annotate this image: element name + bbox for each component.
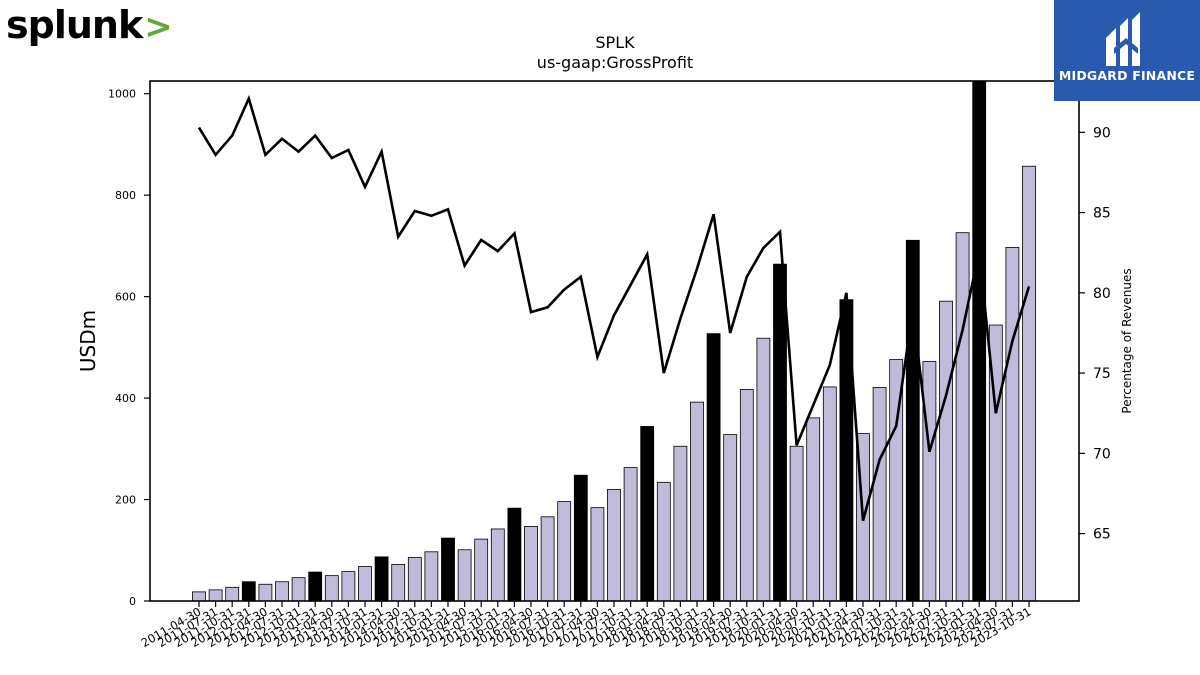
y2-tick-label: 80 <box>1093 286 1111 302</box>
bar-2015-10-31 <box>490 528 505 602</box>
bar-2021-07-31 <box>872 387 887 602</box>
bar-2011-07-31 <box>208 589 223 602</box>
chart-subtitle: us-gaap:GrossProfit <box>537 53 693 72</box>
bar-2014-04-30 <box>391 564 406 602</box>
midgard-finance-logo: MIDGARD FINANCE <box>1054 0 1200 101</box>
x-axis: 2011-04-302011-07-312011-10-312012-01-31… <box>139 601 1034 650</box>
bar-2022-04-30 <box>922 361 937 602</box>
bar-2012-07-31 <box>275 581 289 602</box>
bar-2017-01-31 <box>573 474 588 602</box>
bar-2013-04-30 <box>324 575 339 602</box>
splunk-logo-text: splunk <box>6 3 143 47</box>
bar-2016-07-31 <box>540 516 555 602</box>
y-tick-label: 400 <box>115 392 136 405</box>
bar-2019-04-30 <box>723 434 738 602</box>
bar-2017-04-30 <box>590 507 605 602</box>
bar-2019-10-31 <box>756 337 771 602</box>
bar-2018-04-30 <box>656 481 671 602</box>
y-axis-label: USDm <box>76 310 100 372</box>
bar-2013-10-31 <box>358 566 372 602</box>
bar-2022-01-31 <box>905 239 920 602</box>
y2-tick-label: 85 <box>1093 206 1111 222</box>
bar-2014-10-31 <box>424 551 439 602</box>
bar-2020-07-31 <box>806 417 821 602</box>
y-tick-label: 0 <box>129 595 136 608</box>
percentage-line <box>197 94 1031 522</box>
bar-2014-07-31 <box>407 556 422 602</box>
y-tick-label: 200 <box>115 494 136 507</box>
bar-2022-10-31 <box>955 232 970 602</box>
y2-tick-label: 90 <box>1093 125 1111 141</box>
bar-2014-01-31 <box>374 556 389 602</box>
bar-2011-10-31 <box>225 586 240 602</box>
y2-tick-label: 65 <box>1093 527 1111 543</box>
y2-tick-label: 70 <box>1093 446 1111 462</box>
bar-2011-04-30 <box>192 591 206 602</box>
splunk-logo: splunk> <box>6 2 173 50</box>
bar-2012-10-31 <box>291 577 306 602</box>
line-series <box>197 94 1031 522</box>
bar-2012-01-31 <box>241 581 256 602</box>
bar-2017-07-31 <box>607 488 621 602</box>
bar-2013-07-31 <box>341 571 356 602</box>
bar-2019-01-31 <box>706 333 721 602</box>
y-tick-label: 800 <box>115 189 136 202</box>
bar-2015-04-30 <box>457 549 472 602</box>
bar-2020-04-30 <box>789 445 804 602</box>
y-tick-label: 600 <box>115 291 136 304</box>
bar-2017-10-31 <box>623 467 638 602</box>
bar-2018-07-31 <box>673 445 688 602</box>
y-tick-label: 1000 <box>108 88 136 101</box>
bar-2023-10-31 <box>1022 165 1036 602</box>
bar-2018-10-31 <box>690 401 704 602</box>
chart-title: SPLK <box>595 33 635 52</box>
bar-2023-07-31 <box>1005 246 1020 602</box>
bar-2020-01-31 <box>773 263 787 602</box>
bar-2016-10-31 <box>557 501 572 602</box>
y2-axis-label: Percentage of Revenues <box>1120 268 1134 413</box>
bar-2016-04-30 <box>524 526 538 602</box>
bar-2019-07-31 <box>739 389 754 602</box>
bar-2022-07-31 <box>939 300 953 602</box>
y-axis: 0 200 400 600 800 1000 <box>108 88 150 608</box>
bar-2016-01-31 <box>507 507 522 602</box>
bar-2015-07-31 <box>474 538 489 602</box>
bar-2013-01-31 <box>308 571 323 602</box>
bar-2012-04-30 <box>258 583 273 602</box>
bar-2018-01-31 <box>640 426 655 602</box>
midgard-emblem-icon <box>1106 12 1140 66</box>
bar-2020-10-31 <box>822 386 837 602</box>
splunk-logo-chevron: > <box>144 7 173 47</box>
bar-2023-01-31 <box>972 80 987 602</box>
y2-tick-label: 75 <box>1093 366 1111 382</box>
bar-2015-01-31 <box>441 537 455 602</box>
midgard-logo-text: MIDGARD FINANCE <box>1058 68 1196 83</box>
y2-axis: 65 70 75 80 85 90 <box>1079 125 1111 543</box>
